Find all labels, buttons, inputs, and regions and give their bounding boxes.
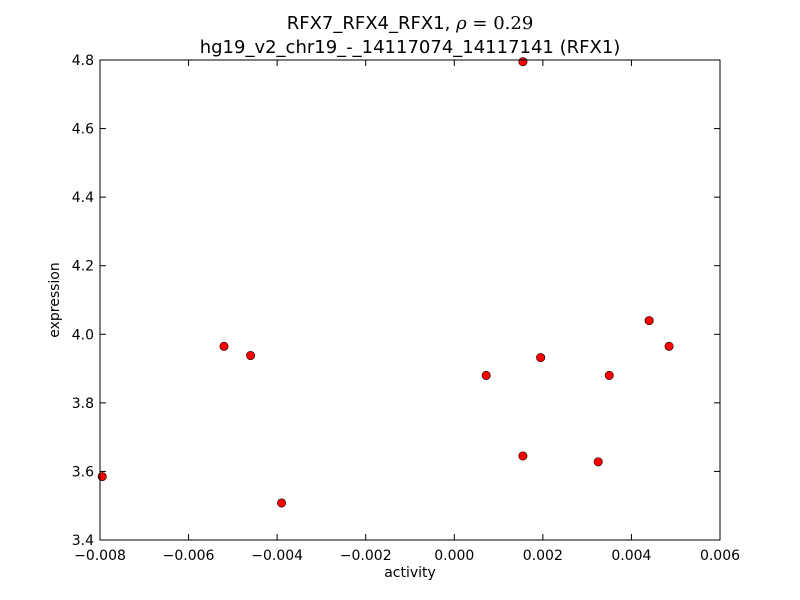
axis-ticks: −0.008 −0.006 −0.004 −0.002 0.000 0.002 0.004 0…: [72, 53, 740, 564]
data-point: [536, 353, 546, 363]
y-tick-label: 3.4: [72, 533, 94, 549]
chart-title-line1: RFX7_RFX4_RFX1, ρ = 0.29: [287, 13, 534, 34]
x-tick-label: −0.006: [163, 548, 215, 564]
y-tick-label: 3.8: [72, 396, 94, 412]
y-tick-label: 4.4: [72, 190, 94, 206]
y-tick-label: 4.6: [72, 122, 94, 138]
data-point: [219, 341, 229, 351]
y-tick-label: 4.0: [72, 327, 94, 343]
data-point: [97, 472, 107, 482]
x-axis-label: activity: [384, 565, 436, 581]
x-tick-label: 0.000: [434, 548, 474, 564]
x-tick-label: −0.008: [74, 548, 126, 564]
data-point: [518, 57, 528, 67]
x-tick-label: 0.004: [611, 548, 651, 564]
y-axis-label: expression: [47, 262, 63, 338]
x-tick-label: −0.002: [340, 548, 392, 564]
y-tick-label: 4.8: [72, 53, 94, 69]
data-point: [664, 341, 674, 351]
data-point: [644, 316, 654, 326]
title-rho-symbol: ρ: [455, 13, 467, 34]
y-tick-label: 3.6: [72, 464, 94, 480]
plot-area-frame: [99, 59, 721, 541]
data-point: [246, 351, 256, 361]
data-point: [518, 451, 528, 461]
data-point: [593, 457, 603, 467]
x-tick-label: 0.006: [700, 548, 740, 564]
x-tick-label: −0.004: [251, 548, 303, 564]
title-prefix: RFX7_RFX4_RFX1,: [287, 13, 456, 34]
x-tick-label: 0.002: [523, 548, 563, 564]
data-point: [481, 370, 491, 380]
data-points: [97, 57, 674, 508]
data-point: [604, 370, 614, 380]
y-tick-label: 4.2: [72, 259, 94, 275]
data-point: [277, 498, 287, 508]
chart-title-line2: hg19_v2_chr19_-_14117074_14117141 (RFX1): [200, 37, 621, 58]
title-rho-value: = 0.29: [467, 13, 534, 34]
